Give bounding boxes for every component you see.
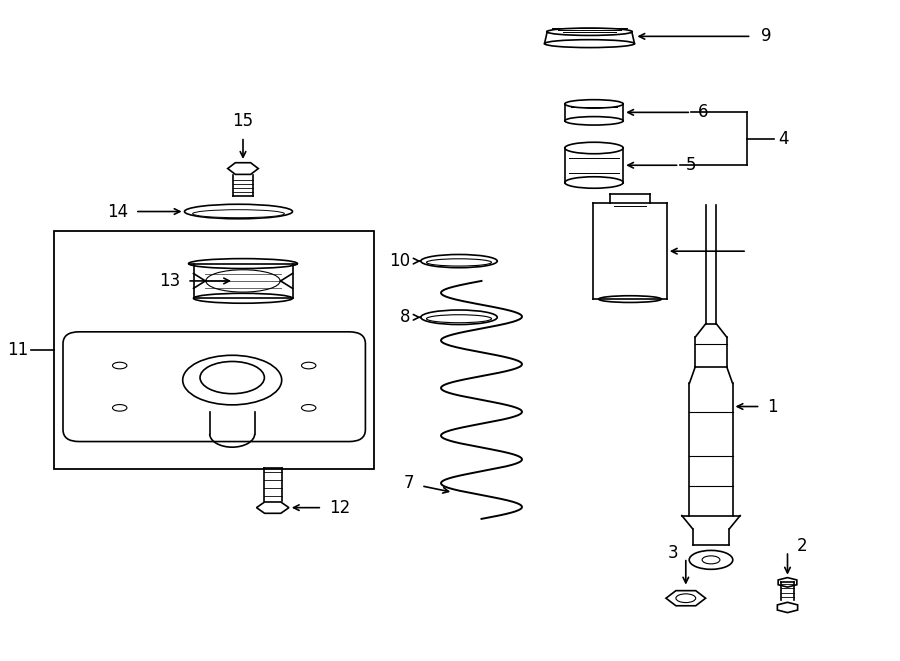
Ellipse shape — [421, 254, 497, 268]
Ellipse shape — [302, 362, 316, 369]
Text: 15: 15 — [232, 112, 254, 130]
Text: 9: 9 — [760, 27, 771, 46]
Text: 13: 13 — [158, 272, 180, 290]
Ellipse shape — [421, 310, 497, 325]
Text: 11: 11 — [7, 341, 29, 360]
Ellipse shape — [189, 258, 298, 268]
Ellipse shape — [206, 270, 280, 292]
Text: 2: 2 — [796, 537, 807, 555]
Text: 1: 1 — [767, 397, 778, 416]
Ellipse shape — [565, 100, 623, 108]
Ellipse shape — [183, 355, 282, 405]
Ellipse shape — [565, 176, 623, 188]
Ellipse shape — [200, 362, 265, 394]
Text: 4: 4 — [778, 130, 789, 148]
Text: 7: 7 — [403, 473, 414, 492]
Polygon shape — [778, 578, 796, 587]
Ellipse shape — [565, 116, 623, 125]
Text: 3: 3 — [668, 544, 679, 562]
Text: 10: 10 — [390, 252, 410, 270]
Ellipse shape — [689, 551, 733, 569]
Text: 14: 14 — [108, 202, 129, 221]
Polygon shape — [256, 502, 289, 514]
Polygon shape — [778, 602, 797, 613]
Ellipse shape — [544, 40, 634, 48]
Ellipse shape — [547, 28, 632, 36]
Ellipse shape — [112, 362, 127, 369]
Polygon shape — [666, 591, 706, 605]
Ellipse shape — [565, 142, 623, 154]
Ellipse shape — [193, 210, 284, 217]
Text: 8: 8 — [400, 308, 410, 327]
Ellipse shape — [427, 259, 491, 266]
Polygon shape — [228, 163, 258, 175]
Ellipse shape — [302, 405, 316, 411]
Bar — [54, 231, 374, 469]
Ellipse shape — [194, 293, 292, 303]
FancyBboxPatch shape — [63, 332, 365, 442]
Ellipse shape — [184, 204, 292, 219]
Ellipse shape — [702, 556, 720, 564]
Ellipse shape — [112, 405, 127, 411]
Ellipse shape — [598, 295, 662, 303]
Text: 5: 5 — [686, 156, 697, 175]
Text: 12: 12 — [329, 498, 351, 517]
Text: 6: 6 — [698, 103, 708, 122]
Ellipse shape — [427, 315, 491, 323]
